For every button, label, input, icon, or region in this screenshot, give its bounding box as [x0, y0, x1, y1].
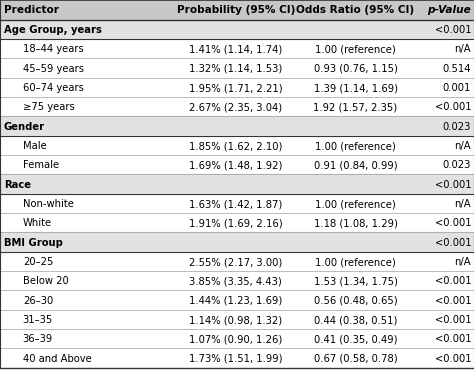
- Text: Race: Race: [4, 180, 31, 190]
- Text: 1.07% (0.90, 1.26): 1.07% (0.90, 1.26): [189, 334, 283, 344]
- Text: 0.67 (0.58, 0.78): 0.67 (0.58, 0.78): [314, 354, 397, 364]
- Text: 40 and Above: 40 and Above: [23, 354, 91, 364]
- Bar: [0, 232, 474, 252]
- Bar: [0, 97, 474, 116]
- Text: 1.41% (1.14, 1.74): 1.41% (1.14, 1.74): [189, 44, 283, 54]
- Bar: [0, 213, 474, 232]
- Text: <0.001: <0.001: [435, 315, 471, 325]
- Text: <0.001: <0.001: [435, 103, 471, 112]
- Bar: [0, 116, 474, 136]
- Text: 1.85% (1.62, 2.10): 1.85% (1.62, 2.10): [189, 141, 283, 151]
- Text: 2.55% (2.17, 3.00): 2.55% (2.17, 3.00): [189, 257, 283, 267]
- Text: 0.91 (0.84, 0.99): 0.91 (0.84, 0.99): [314, 160, 397, 170]
- Text: n/A: n/A: [455, 44, 471, 54]
- Text: 1.00 (reference): 1.00 (reference): [315, 257, 396, 267]
- Text: 1.95% (1.71, 2.21): 1.95% (1.71, 2.21): [189, 83, 283, 93]
- Text: Probability (95% CI): Probability (95% CI): [177, 5, 295, 15]
- Text: 20–25: 20–25: [23, 257, 53, 267]
- Text: <0.001: <0.001: [435, 238, 471, 248]
- Text: n/A: n/A: [455, 141, 471, 151]
- Bar: [0, 39, 474, 58]
- Bar: [0, 271, 474, 290]
- Text: p-Value: p-Value: [428, 5, 471, 15]
- Text: Below 20: Below 20: [23, 276, 69, 286]
- Text: 1.18 (1.08, 1.29): 1.18 (1.08, 1.29): [314, 219, 397, 228]
- Bar: [0, 20, 474, 39]
- Bar: [0, 310, 474, 329]
- Bar: [0, 0, 474, 20]
- Text: ≥75 years: ≥75 years: [23, 103, 74, 112]
- Bar: [0, 155, 474, 174]
- Text: 1.00 (reference): 1.00 (reference): [315, 44, 396, 54]
- Text: n/A: n/A: [455, 257, 471, 267]
- Text: Predictor: Predictor: [4, 5, 59, 15]
- Text: 18–44 years: 18–44 years: [23, 44, 83, 54]
- Text: 1.73% (1.51, 1.99): 1.73% (1.51, 1.99): [189, 354, 283, 364]
- Text: 1.44% (1.23, 1.69): 1.44% (1.23, 1.69): [189, 296, 283, 306]
- Text: <0.001: <0.001: [435, 276, 471, 286]
- Text: 1.53 (1.34, 1.75): 1.53 (1.34, 1.75): [314, 276, 397, 286]
- Text: Age Group, years: Age Group, years: [4, 25, 101, 35]
- Text: 2.67% (2.35, 3.04): 2.67% (2.35, 3.04): [189, 103, 283, 112]
- Bar: [0, 78, 474, 97]
- Bar: [0, 58, 474, 78]
- Text: 1.92 (1.57, 2.35): 1.92 (1.57, 2.35): [313, 103, 398, 112]
- Text: <0.001: <0.001: [435, 296, 471, 306]
- Text: 0.41 (0.35, 0.49): 0.41 (0.35, 0.49): [314, 334, 397, 344]
- Text: <0.001: <0.001: [435, 334, 471, 344]
- Text: Female: Female: [23, 160, 59, 170]
- Text: n/A: n/A: [455, 199, 471, 209]
- Text: 60–74 years: 60–74 years: [23, 83, 83, 93]
- Text: Non-white: Non-white: [23, 199, 73, 209]
- Text: 0.023: 0.023: [443, 160, 471, 170]
- Text: 26–30: 26–30: [23, 296, 53, 306]
- Text: 0.001: 0.001: [443, 83, 471, 93]
- Text: 1.39 (1.14, 1.69): 1.39 (1.14, 1.69): [313, 83, 398, 93]
- Text: 0.514: 0.514: [443, 64, 471, 74]
- Text: <0.001: <0.001: [435, 354, 471, 364]
- Text: <0.001: <0.001: [435, 25, 471, 35]
- Text: 1.63% (1.42, 1.87): 1.63% (1.42, 1.87): [189, 199, 283, 209]
- Text: 1.32% (1.14, 1.53): 1.32% (1.14, 1.53): [189, 64, 283, 74]
- Text: 1.14% (0.98, 1.32): 1.14% (0.98, 1.32): [189, 315, 283, 325]
- Bar: [0, 174, 474, 194]
- Text: White: White: [23, 219, 52, 228]
- Text: 0.023: 0.023: [443, 122, 471, 132]
- Text: 1.69% (1.48, 1.92): 1.69% (1.48, 1.92): [189, 160, 283, 170]
- Text: 1.00 (reference): 1.00 (reference): [315, 199, 396, 209]
- Text: 36–39: 36–39: [23, 334, 53, 344]
- Text: 31–35: 31–35: [23, 315, 53, 325]
- Text: 3.85% (3.35, 4.43): 3.85% (3.35, 4.43): [190, 276, 282, 286]
- Bar: [0, 136, 474, 155]
- Text: Odds Ratio (95% CI): Odds Ratio (95% CI): [296, 5, 415, 15]
- Bar: [0, 329, 474, 348]
- Text: 0.44 (0.38, 0.51): 0.44 (0.38, 0.51): [314, 315, 397, 325]
- Text: 0.93 (0.76, 1.15): 0.93 (0.76, 1.15): [314, 64, 397, 74]
- Text: <0.001: <0.001: [435, 180, 471, 190]
- Bar: [0, 252, 474, 271]
- Text: BMI Group: BMI Group: [4, 238, 63, 248]
- Bar: [0, 348, 474, 367]
- Text: Male: Male: [23, 141, 46, 151]
- Text: 1.00 (reference): 1.00 (reference): [315, 141, 396, 151]
- Text: 1.91% (1.69, 2.16): 1.91% (1.69, 2.16): [189, 219, 283, 228]
- Text: <0.001: <0.001: [435, 219, 471, 228]
- Bar: [0, 194, 474, 213]
- Text: 45–59 years: 45–59 years: [23, 64, 84, 74]
- Bar: [0, 290, 474, 310]
- Text: 0.56 (0.48, 0.65): 0.56 (0.48, 0.65): [314, 296, 397, 306]
- Text: Gender: Gender: [4, 122, 45, 132]
